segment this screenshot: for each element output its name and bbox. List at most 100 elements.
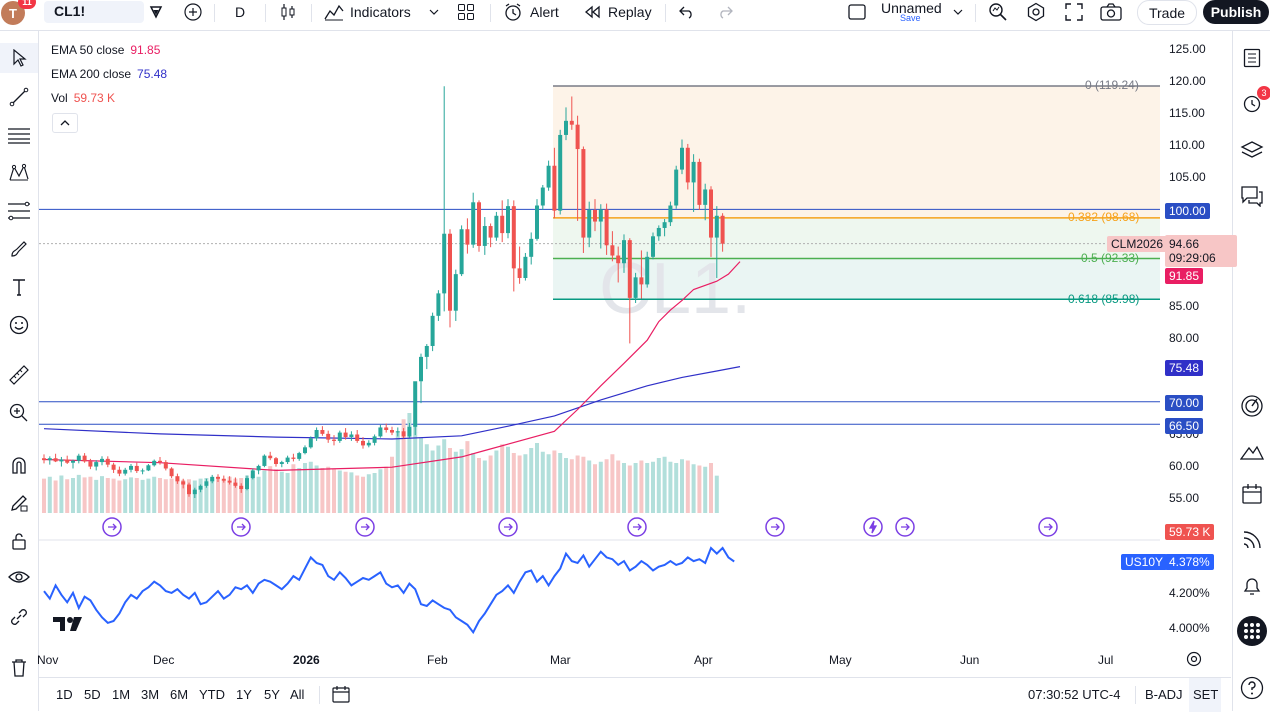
volume-bar (210, 479, 215, 513)
object-tree-layers-icon[interactable] (1233, 135, 1270, 165)
text-tool-icon[interactable] (0, 272, 38, 302)
compare-add-icon[interactable] (181, 0, 205, 24)
templates-grid-icon[interactable] (454, 0, 478, 24)
pattern-icon[interactable] (0, 158, 38, 188)
settings-gear-icon[interactable] (1024, 0, 1048, 24)
horizontal-lines-icon[interactable] (0, 120, 38, 150)
calendar-icon[interactable] (1233, 479, 1270, 509)
volume-bar (303, 463, 307, 513)
layout-square-icon[interactable] (846, 0, 868, 24)
hline-100-tag: 100.00 (1165, 203, 1210, 219)
tradingview-logo[interactable] (52, 614, 86, 637)
link-icon[interactable] (0, 602, 38, 632)
notifications-bell-icon[interactable] (1233, 571, 1270, 601)
cursor-arrow-icon[interactable] (0, 43, 38, 73)
candle-body (355, 434, 360, 441)
volume-bar (668, 461, 673, 513)
apps-grid-dots-icon[interactable] (1233, 616, 1270, 646)
technicals-gauge-icon[interactable] (1233, 391, 1270, 421)
range-button[interactable]: All (290, 687, 305, 702)
lock-icon[interactable] (0, 526, 38, 556)
alert-button[interactable]: Alert (530, 4, 559, 20)
interval-button[interactable]: D (234, 4, 246, 20)
range-button[interactable]: 5D (84, 687, 101, 702)
trend-line-icon[interactable] (0, 82, 38, 112)
volume-bar (53, 480, 58, 513)
layout-chevron-down-icon[interactable] (950, 0, 966, 24)
redo-icon[interactable] (714, 0, 736, 24)
legend-collapse-button[interactable] (52, 113, 78, 133)
candle-body (511, 206, 516, 269)
legend-volume[interactable]: Vol 59.73 K (51, 91, 115, 105)
legend-ema50[interactable]: EMA 50 close 91.85 (51, 43, 160, 57)
candles-chart-type-icon[interactable] (276, 0, 300, 24)
fib-retracement-icon[interactable] (0, 196, 38, 226)
layout-name[interactable]: Unnamed (881, 0, 942, 16)
help-icon[interactable] (1233, 673, 1270, 703)
economic-event-marker[interactable] (498, 517, 518, 537)
b-adj-toggle[interactable]: B-ADJ (1145, 687, 1183, 702)
zoom-in-icon[interactable] (0, 398, 38, 428)
economic-event-marker[interactable] (765, 517, 785, 537)
range-button[interactable]: 1D (56, 687, 73, 702)
replay-button[interactable]: Replay (608, 4, 652, 20)
quick-search-icon[interactable] (986, 0, 1010, 24)
candle-body (494, 215, 499, 238)
time-axis-label: 2026 (293, 653, 320, 667)
economic-event-marker[interactable] (231, 517, 251, 537)
alerts-clock-icon[interactable] (1233, 88, 1270, 118)
economic-event-marker[interactable] (627, 517, 647, 537)
legend-ema200[interactable]: EMA 200 close 75.48 (51, 67, 167, 81)
save-label[interactable]: Save (900, 13, 921, 23)
chat-icon[interactable] (1233, 181, 1270, 211)
date-range-calendar-icon[interactable] (331, 685, 351, 708)
range-button[interactable]: 1Y (236, 687, 252, 702)
candle-body (210, 476, 215, 482)
range-button[interactable]: 5Y (264, 687, 280, 702)
favorites-icon[interactable] (144, 0, 168, 24)
session-toggle[interactable]: SET (1189, 678, 1221, 712)
ruler-icon[interactable] (0, 360, 38, 390)
price-chart-svg[interactable]: CL1. (39, 31, 1231, 676)
magnet-icon[interactable] (0, 450, 38, 480)
trade-button[interactable]: Trade (1137, 0, 1197, 25)
range-button[interactable]: 1M (112, 687, 131, 702)
indicators-icon[interactable] (322, 0, 346, 24)
chevron-down-icon[interactable] (426, 0, 442, 24)
chart-settings-gear-icon[interactable] (1186, 651, 1202, 672)
stream-rss-icon[interactable] (1233, 525, 1270, 555)
range-button[interactable]: 3M (141, 687, 160, 702)
chart-pane[interactable]: CL1. EMA 50 close 91.85 EMA 200 close 75.4… (37, 31, 1237, 676)
indicators-button[interactable]: Indicators (350, 4, 411, 20)
volume-bar (540, 451, 545, 513)
economic-event-marker[interactable] (895, 517, 915, 537)
snapshot-camera-icon[interactable] (1099, 0, 1123, 24)
symbol-search[interactable] (44, 1, 144, 23)
watchlist-icon[interactable] (1233, 43, 1270, 73)
volume-bar (477, 458, 481, 513)
user-avatar[interactable]: T 11 (1, 0, 36, 25)
trash-icon[interactable] (0, 653, 38, 683)
draw-lock-pencil-icon[interactable] (0, 488, 38, 518)
brush-icon[interactable] (0, 234, 38, 264)
volume-bar (691, 464, 696, 513)
eye-visibility-icon[interactable] (0, 562, 38, 592)
range-button[interactable]: YTD (199, 687, 225, 702)
replay-icon[interactable] (581, 0, 603, 24)
event-glyph (108, 523, 117, 531)
fullscreen-icon[interactable] (1062, 0, 1086, 24)
economic-event-marker[interactable] (102, 517, 122, 537)
alert-clock-icon[interactable] (501, 0, 525, 24)
symbol-name[interactable]: CL1! (54, 3, 86, 19)
volume-bar (471, 453, 476, 513)
publish-button[interactable]: Publish (1203, 0, 1269, 24)
ideas-mountain-icon[interactable] (1233, 436, 1270, 466)
clock-timezone[interactable]: 07:30:52 UTC-4 (1028, 687, 1121, 702)
undo-icon[interactable] (676, 0, 698, 24)
economic-event-marker[interactable] (355, 517, 375, 537)
economic-event-marker[interactable] (1038, 517, 1058, 537)
bottom-toolbar: 1D 5D 1M 3M 6M YTD 1Y 5Y All 07:30:52 UTC-4 B-AD… (39, 677, 1231, 712)
emoji-icon[interactable] (0, 310, 38, 340)
earnings-event-marker[interactable] (863, 517, 883, 537)
range-button[interactable]: 6M (170, 687, 189, 702)
